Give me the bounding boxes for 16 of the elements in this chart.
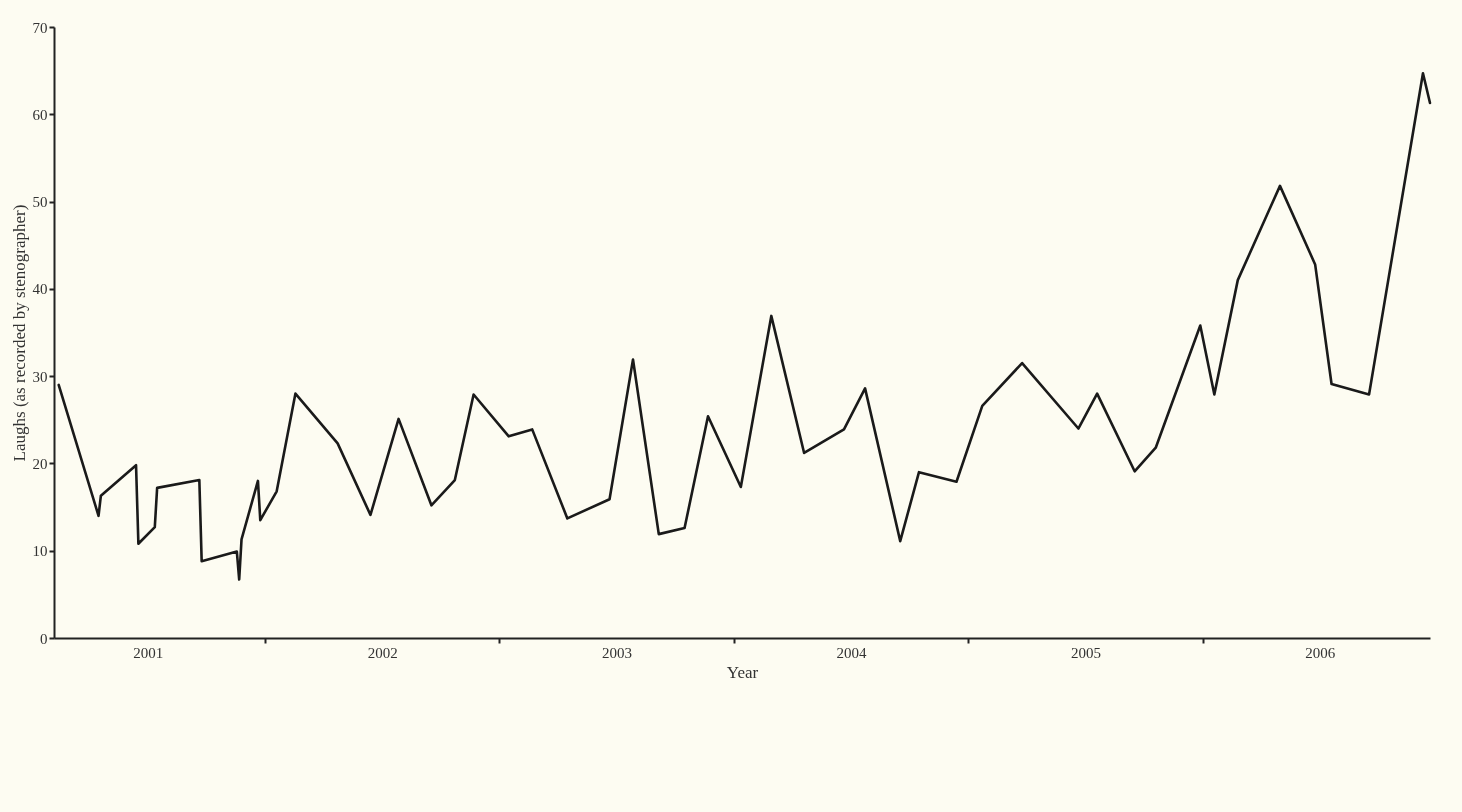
x-tick-label: 2002 (367, 644, 398, 661)
x-tick-label: 2003 (602, 644, 633, 661)
y-tick-label: 0 (40, 630, 48, 647)
x-tick-label: 2004 (836, 644, 867, 661)
y-tick-label: 60 (32, 106, 48, 123)
x-tick-label: 2001 (133, 644, 164, 661)
y-tick-label: 30 (32, 368, 48, 385)
y-tick-label: 40 (32, 281, 48, 298)
y-axis-title: Laughs (as recorded by stenographer) (9, 204, 29, 462)
y-tick-label: 50 (32, 194, 48, 211)
y-tick-label: 70 (32, 19, 48, 36)
y-tick-label: 10 (32, 543, 48, 560)
x-axis-title: Year (726, 662, 759, 682)
x-tick-label: 2006 (1305, 644, 1336, 661)
x-tick-label: 2005 (1070, 644, 1101, 661)
y-tick-label: 20 (32, 455, 48, 472)
